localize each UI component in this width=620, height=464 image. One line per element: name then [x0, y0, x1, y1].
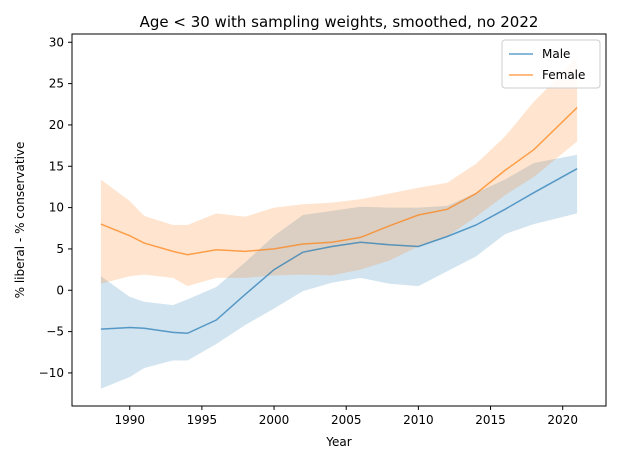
legend-box	[501, 39, 601, 89]
x-axis-ticks: 1990 1995 2000 2005 2010 2015 2020	[114, 406, 578, 427]
legend-label-female: Female	[542, 68, 585, 82]
x-tick-label: 2020	[547, 413, 578, 427]
y-tick-label: 15	[49, 159, 64, 173]
y-tick-label: 25	[49, 77, 64, 91]
x-tick-label: 1995	[187, 413, 218, 427]
chart-title: Age < 30 with sampling weights, smoothed…	[140, 13, 539, 31]
y-tick-label: 20	[49, 118, 64, 132]
x-tick-label: 2010	[403, 413, 434, 427]
x-tick-label: 2015	[475, 413, 506, 427]
y-tick-label: −5	[46, 325, 64, 339]
x-tick-label: 2000	[259, 413, 290, 427]
y-tick-label: 30	[49, 35, 64, 49]
y-axis-label: % liberal - % conservative	[13, 142, 27, 299]
plot-frame	[71, 33, 607, 407]
line-male	[100, 168, 578, 335]
y-tick-label: 5	[56, 242, 64, 256]
line-female	[100, 107, 578, 256]
legend-label-male: Male	[542, 47, 570, 61]
y-axis-ticks: −10 −5 0 5 10 15 20 25 30	[39, 35, 72, 380]
y-tick-label: 0	[56, 283, 64, 297]
y-tick-label: −10	[39, 366, 64, 380]
confidence-bands	[100, 58, 578, 389]
x-axis-label: Year	[325, 435, 351, 449]
series-lines	[100, 107, 578, 335]
band-female	[100, 58, 578, 287]
legend: Male Female	[501, 39, 601, 89]
x-tick-label: 2005	[331, 413, 362, 427]
x-tick-label: 1990	[114, 413, 145, 427]
y-tick-label: 10	[49, 201, 64, 215]
band-male	[100, 154, 578, 389]
